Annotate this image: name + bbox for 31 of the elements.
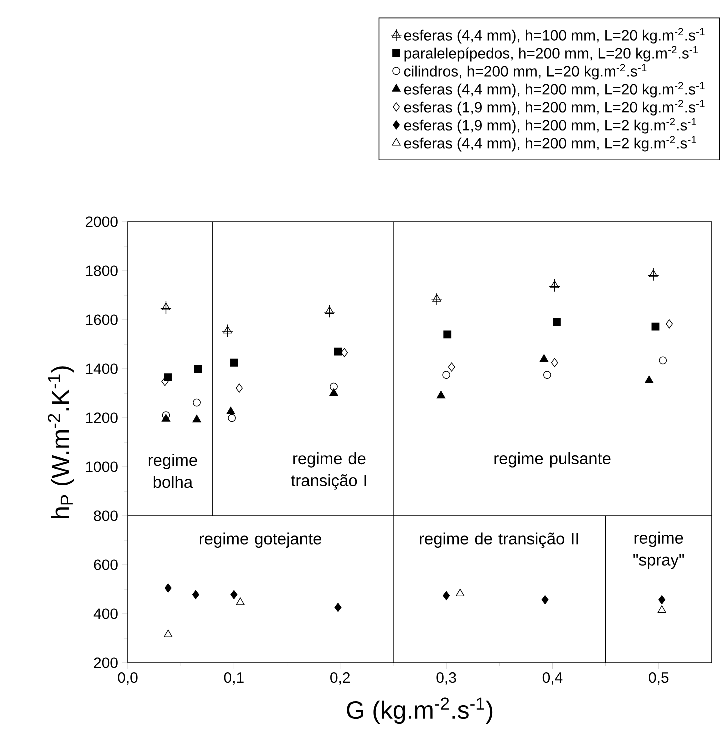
legend-label: esferas (4,4 mm), h=200 mm, L=20 kg.m$^{-2}$.s$^{-1}$ bbox=[404, 82, 705, 98]
legend-label: cilindros, h=200 mm, L=20 kg.m$^{-2}$.s$^{-1}$ bbox=[404, 64, 647, 80]
annotation: regime "spray" bbox=[634, 532, 684, 570]
y-tick-label: 2000 bbox=[86, 216, 118, 228]
x-tick-label: 0,1 bbox=[224, 672, 244, 685]
legend-label: esferas (1,9 mm), h=200 mm, L=20 kg.m$^{-2}$.s$^{-1}$ bbox=[404, 100, 705, 116]
y-tick-label: 600 bbox=[94, 560, 118, 570]
annotation: regime de transição II bbox=[420, 532, 578, 548]
y-tick-label: 1600 bbox=[86, 314, 118, 326]
y-tick-label: 800 bbox=[94, 510, 118, 522]
x-tick-label: 0,2 bbox=[330, 672, 350, 685]
legend-label: esferas (4,4 mm), h=100 mm, L=20 kg.m$^{-2}$.s$^{-1}$ bbox=[404, 28, 705, 44]
x-tick-label: 0,3 bbox=[436, 672, 456, 685]
y-tick-label: 1200 bbox=[86, 412, 118, 424]
legend-label: esferas (1,9 mm), h=200 mm, L=2 kg.m$^{-2}$.s$^{-1}$ bbox=[404, 118, 696, 134]
x-tick-label: 0,5 bbox=[649, 672, 669, 685]
y-tick-label: 1400 bbox=[86, 364, 118, 374]
legend-label: paralelepípedos, h=200 mm, L=20 kg.m$^{-2}$.s$^{-1}$ bbox=[404, 46, 698, 62]
x-tick-label: 0,4 bbox=[542, 672, 563, 685]
x-tick-label: 0,0 bbox=[118, 672, 138, 685]
y-tick-label: 400 bbox=[94, 608, 118, 620]
x-axis-title: G (kg.m$^{-2}$.s$^{-1}$) bbox=[347, 698, 493, 724]
y-tick-label: 200 bbox=[94, 658, 118, 668]
legend-label: esferas (4,4 mm), h=200 mm, L=2 kg.m$^{-2}$.s$^{-1}$ bbox=[404, 136, 696, 152]
annotation: regime pulsante bbox=[494, 452, 611, 468]
y-tick-label: 1000 bbox=[86, 462, 118, 472]
annotation: regime bolha bbox=[148, 454, 198, 488]
y-axis-title: h$_{P}$ (W.m$^{-2}$.K$^{-1}$) bbox=[48, 366, 74, 518]
annotation: regime gotejante bbox=[200, 532, 322, 548]
y-tick-label: 1800 bbox=[86, 266, 118, 276]
annotation: regime de transição I bbox=[291, 452, 366, 490]
